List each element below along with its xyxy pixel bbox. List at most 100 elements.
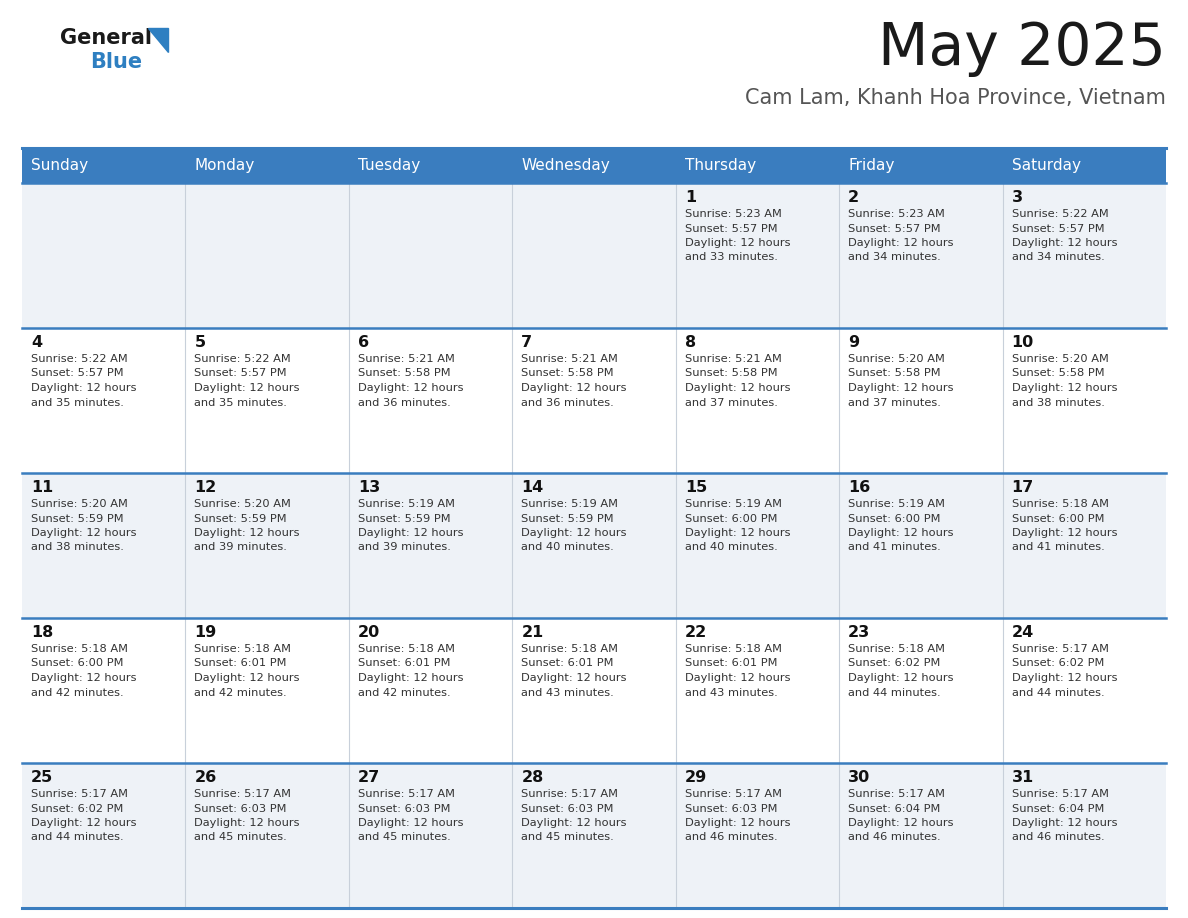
Text: 13: 13 <box>358 480 380 495</box>
Text: and 34 minutes.: and 34 minutes. <box>1011 252 1105 263</box>
Text: and 44 minutes.: and 44 minutes. <box>1011 688 1104 698</box>
Text: 1: 1 <box>684 190 696 205</box>
Text: 20: 20 <box>358 625 380 640</box>
Text: and 40 minutes.: and 40 minutes. <box>522 543 614 553</box>
Text: Sunset: 6:01 PM: Sunset: 6:01 PM <box>684 658 777 668</box>
Text: 15: 15 <box>684 480 707 495</box>
Text: Sunrise: 5:22 AM: Sunrise: 5:22 AM <box>195 354 291 364</box>
Text: 27: 27 <box>358 770 380 785</box>
Text: 14: 14 <box>522 480 544 495</box>
Text: Daylight: 12 hours: Daylight: 12 hours <box>31 528 137 538</box>
Bar <box>23 328 1165 473</box>
Text: Daylight: 12 hours: Daylight: 12 hours <box>358 383 463 393</box>
Text: Sunrise: 5:22 AM: Sunrise: 5:22 AM <box>31 354 128 364</box>
Text: Daylight: 12 hours: Daylight: 12 hours <box>848 238 954 248</box>
Text: Sunset: 6:03 PM: Sunset: 6:03 PM <box>195 803 287 813</box>
Text: Daylight: 12 hours: Daylight: 12 hours <box>848 528 954 538</box>
Text: Sunrise: 5:17 AM: Sunrise: 5:17 AM <box>31 789 128 799</box>
Text: Sunrise: 5:23 AM: Sunrise: 5:23 AM <box>848 209 944 219</box>
Text: Sunrise: 5:18 AM: Sunrise: 5:18 AM <box>522 644 618 654</box>
Text: Daylight: 12 hours: Daylight: 12 hours <box>522 528 627 538</box>
Text: Sunset: 5:57 PM: Sunset: 5:57 PM <box>848 223 941 233</box>
Text: Sunset: 5:57 PM: Sunset: 5:57 PM <box>195 368 287 378</box>
Text: Sunrise: 5:21 AM: Sunrise: 5:21 AM <box>358 354 455 364</box>
Text: and 42 minutes.: and 42 minutes. <box>358 688 450 698</box>
Text: Tuesday: Tuesday <box>358 158 421 173</box>
Text: Daylight: 12 hours: Daylight: 12 hours <box>684 238 790 248</box>
Text: 12: 12 <box>195 480 216 495</box>
Text: Sunset: 6:04 PM: Sunset: 6:04 PM <box>848 803 941 813</box>
Text: 29: 29 <box>684 770 707 785</box>
Text: Sunset: 6:00 PM: Sunset: 6:00 PM <box>684 513 777 523</box>
Text: Daylight: 12 hours: Daylight: 12 hours <box>31 673 137 683</box>
Text: 30: 30 <box>848 770 871 785</box>
Text: Sunset: 6:03 PM: Sunset: 6:03 PM <box>522 803 614 813</box>
Text: Sunset: 5:59 PM: Sunset: 5:59 PM <box>195 513 287 523</box>
Text: and 46 minutes.: and 46 minutes. <box>1011 833 1104 843</box>
Text: and 42 minutes.: and 42 minutes. <box>195 688 287 698</box>
Text: Friday: Friday <box>848 158 895 173</box>
Text: and 37 minutes.: and 37 minutes. <box>684 397 778 408</box>
Text: and 43 minutes.: and 43 minutes. <box>522 688 614 698</box>
Text: Sunrise: 5:18 AM: Sunrise: 5:18 AM <box>684 644 782 654</box>
Text: 17: 17 <box>1011 480 1034 495</box>
Text: Sunset: 5:59 PM: Sunset: 5:59 PM <box>358 513 450 523</box>
Text: Daylight: 12 hours: Daylight: 12 hours <box>522 383 627 393</box>
Text: Sunset: 6:02 PM: Sunset: 6:02 PM <box>1011 658 1104 668</box>
Text: 23: 23 <box>848 625 871 640</box>
Text: Sunset: 5:57 PM: Sunset: 5:57 PM <box>31 368 124 378</box>
Text: Sunset: 5:58 PM: Sunset: 5:58 PM <box>684 368 777 378</box>
Text: 26: 26 <box>195 770 216 785</box>
Text: and 45 minutes.: and 45 minutes. <box>522 833 614 843</box>
Text: Monday: Monday <box>195 158 254 173</box>
Text: Sunday: Sunday <box>31 158 88 173</box>
Text: 22: 22 <box>684 625 707 640</box>
Text: 9: 9 <box>848 335 859 350</box>
Text: 10: 10 <box>1011 335 1034 350</box>
Text: Sunrise: 5:21 AM: Sunrise: 5:21 AM <box>684 354 782 364</box>
Text: Daylight: 12 hours: Daylight: 12 hours <box>848 818 954 828</box>
Text: Sunrise: 5:22 AM: Sunrise: 5:22 AM <box>1011 209 1108 219</box>
Text: Sunrise: 5:18 AM: Sunrise: 5:18 AM <box>848 644 946 654</box>
Text: 2: 2 <box>848 190 859 205</box>
Text: Sunset: 6:01 PM: Sunset: 6:01 PM <box>358 658 450 668</box>
Text: Daylight: 12 hours: Daylight: 12 hours <box>358 528 463 538</box>
Text: 25: 25 <box>31 770 53 785</box>
Text: Sunset: 5:59 PM: Sunset: 5:59 PM <box>31 513 124 523</box>
Text: and 45 minutes.: and 45 minutes. <box>195 833 287 843</box>
Text: Daylight: 12 hours: Daylight: 12 hours <box>1011 818 1117 828</box>
Text: 8: 8 <box>684 335 696 350</box>
Text: and 38 minutes.: and 38 minutes. <box>1011 397 1105 408</box>
Text: Sunrise: 5:20 AM: Sunrise: 5:20 AM <box>1011 354 1108 364</box>
Text: Sunrise: 5:18 AM: Sunrise: 5:18 AM <box>31 644 128 654</box>
Text: Blue: Blue <box>90 52 143 72</box>
Text: Sunrise: 5:23 AM: Sunrise: 5:23 AM <box>684 209 782 219</box>
Text: Sunset: 5:58 PM: Sunset: 5:58 PM <box>358 368 450 378</box>
Text: and 40 minutes.: and 40 minutes. <box>684 543 777 553</box>
Bar <box>23 763 1165 908</box>
Text: Sunset: 5:59 PM: Sunset: 5:59 PM <box>522 513 614 523</box>
Text: Sunset: 5:58 PM: Sunset: 5:58 PM <box>848 368 941 378</box>
Text: Sunset: 5:57 PM: Sunset: 5:57 PM <box>1011 223 1104 233</box>
Text: and 41 minutes.: and 41 minutes. <box>848 543 941 553</box>
Text: and 44 minutes.: and 44 minutes. <box>848 688 941 698</box>
Text: Sunrise: 5:19 AM: Sunrise: 5:19 AM <box>522 499 618 509</box>
Text: and 35 minutes.: and 35 minutes. <box>195 397 287 408</box>
Text: and 42 minutes.: and 42 minutes. <box>31 688 124 698</box>
Text: and 44 minutes.: and 44 minutes. <box>31 833 124 843</box>
Text: 19: 19 <box>195 625 216 640</box>
Text: 18: 18 <box>31 625 53 640</box>
Text: Daylight: 12 hours: Daylight: 12 hours <box>195 528 299 538</box>
Text: and 36 minutes.: and 36 minutes. <box>358 397 450 408</box>
Polygon shape <box>148 28 168 52</box>
Bar <box>23 473 1165 618</box>
Text: and 38 minutes.: and 38 minutes. <box>31 543 124 553</box>
Text: Sunset: 6:02 PM: Sunset: 6:02 PM <box>848 658 941 668</box>
Text: Sunrise: 5:18 AM: Sunrise: 5:18 AM <box>1011 499 1108 509</box>
Text: Sunset: 6:00 PM: Sunset: 6:00 PM <box>1011 513 1104 523</box>
Text: Sunrise: 5:21 AM: Sunrise: 5:21 AM <box>522 354 618 364</box>
Text: Sunrise: 5:19 AM: Sunrise: 5:19 AM <box>684 499 782 509</box>
Text: Saturday: Saturday <box>1011 158 1081 173</box>
Text: Daylight: 12 hours: Daylight: 12 hours <box>522 818 627 828</box>
Text: Daylight: 12 hours: Daylight: 12 hours <box>1011 383 1117 393</box>
